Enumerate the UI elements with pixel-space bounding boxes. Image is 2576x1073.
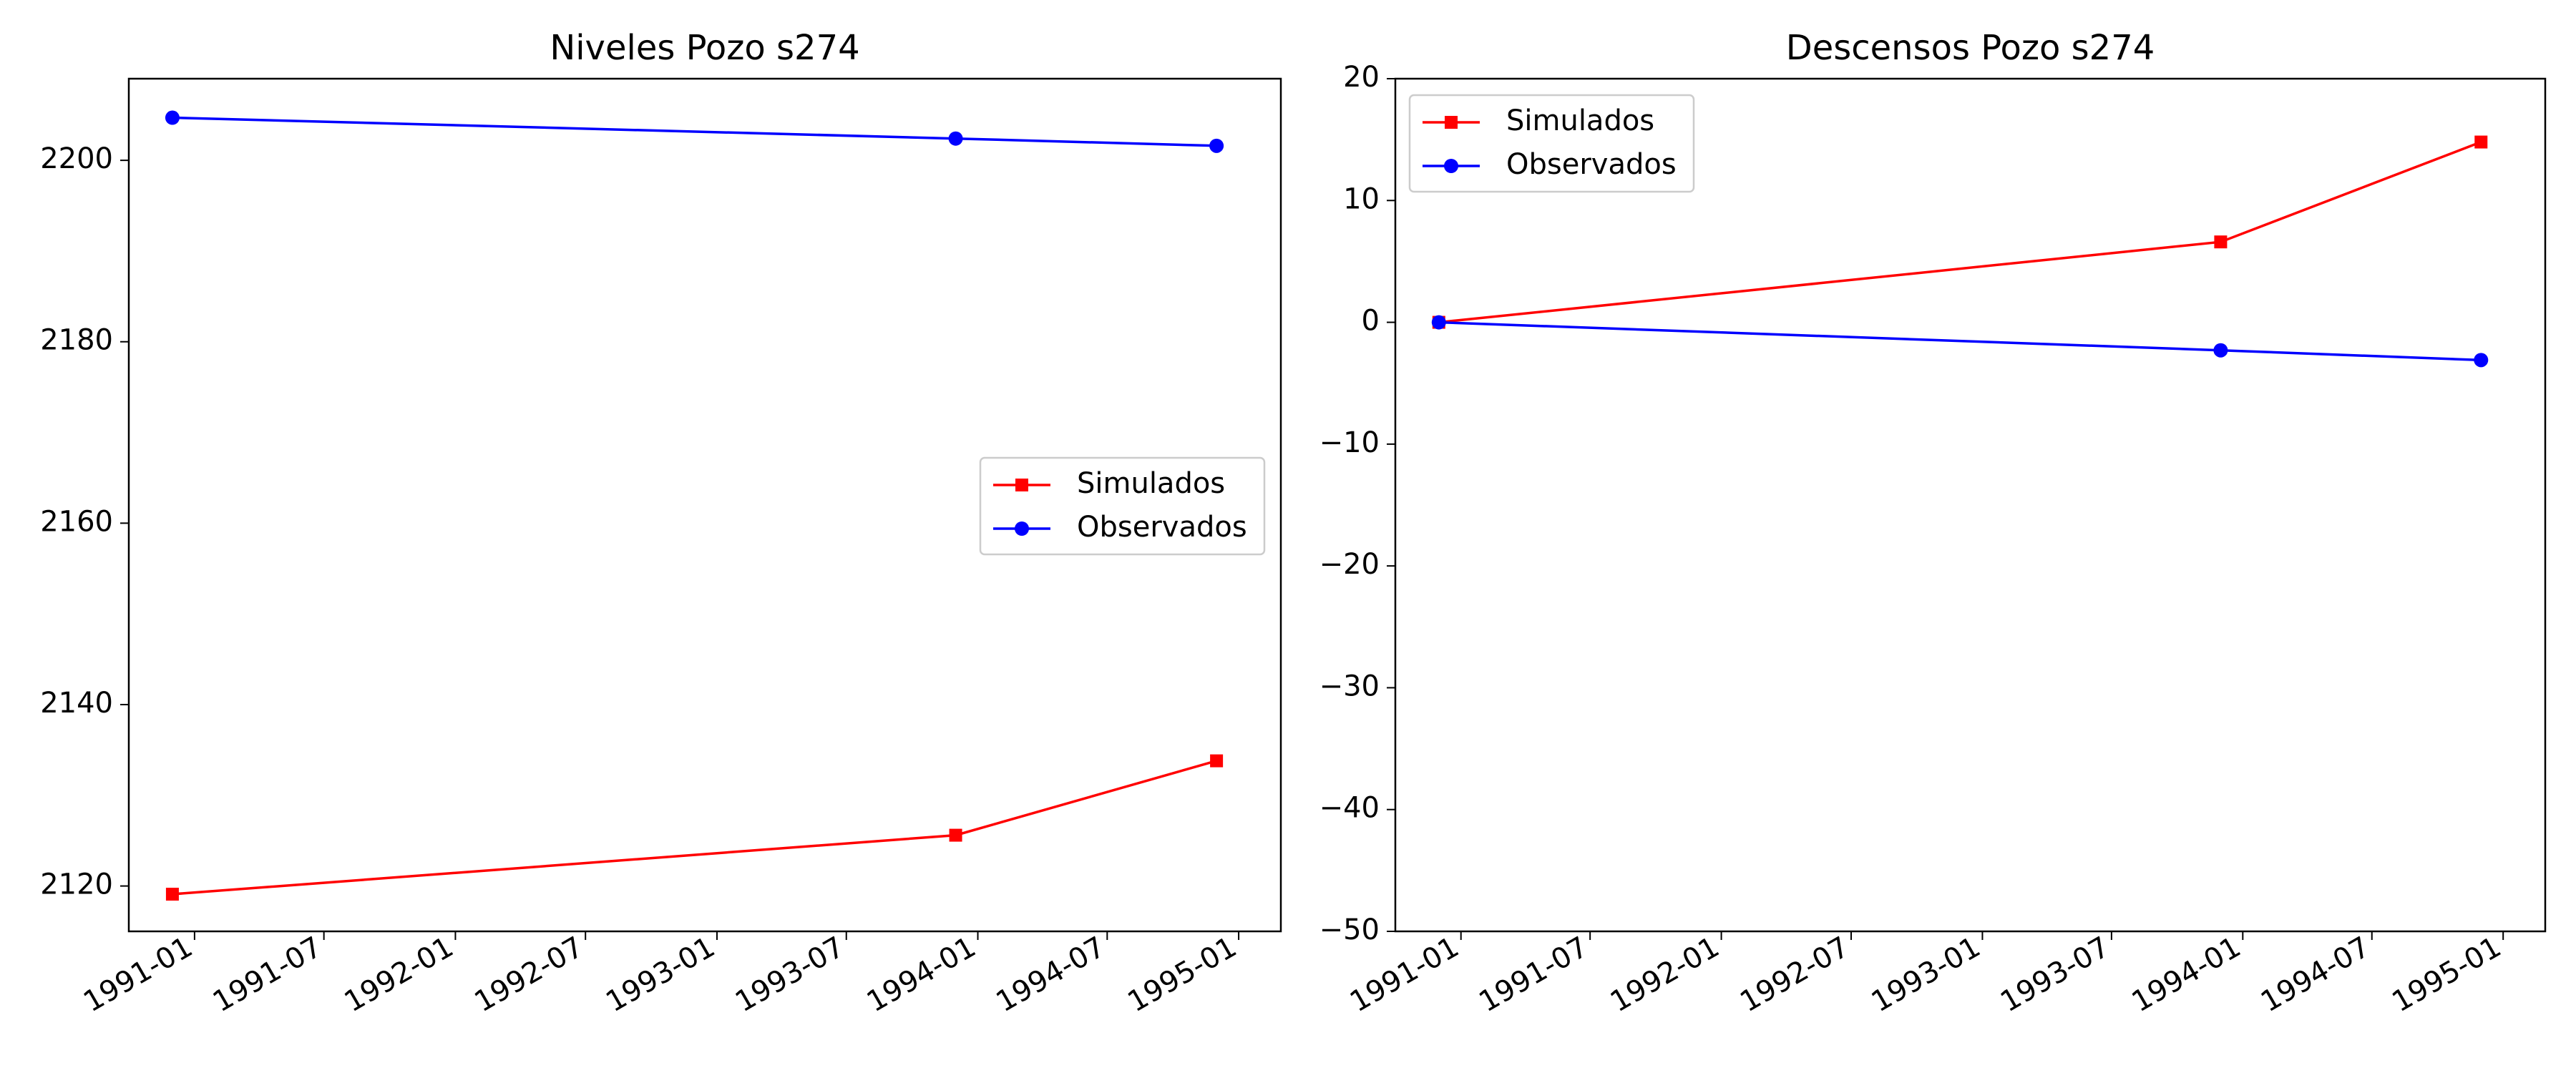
series-observados [165,110,1224,153]
y-tick-label: −50 [1319,913,1380,946]
x-tick-label: 1995-01 [2386,931,2507,1019]
x-tick-label: 1994-07 [991,931,1111,1019]
data-point-circle [2474,353,2489,368]
legend: Simulados Observados [1408,94,1695,193]
legend-label: Observados [1506,148,1677,181]
x-tick-label: 1993-01 [1866,931,1986,1019]
y-tick-label: −10 [1319,426,1380,459]
data-point-circle [1209,138,1224,153]
x-tick-label: 1991-07 [1473,931,1594,1019]
legend: Simulados Observados [979,456,1266,556]
data-point-circle [948,131,963,146]
chart-panel-1: Niveles Pozo s274 2120 2140 2160 2180 2200 199… [40,28,1282,1019]
x-tick-label: 1994-01 [862,931,982,1019]
x-tick-label: 1994-01 [2127,931,2247,1019]
y-tick-label: −20 [1319,548,1380,581]
y-tick-label: 20 [1343,61,1380,94]
data-point-square [1210,754,1224,768]
legend-frame [1408,94,1695,193]
data-point-square [2214,235,2228,249]
data-point-circle [2213,343,2228,358]
plot-frame [1394,77,2547,933]
legend-marker-circle [1015,521,1029,536]
legend-label: Observados [1077,511,1247,544]
legend-label: Simulados [1506,104,1654,137]
legend-marker-square [1015,479,1028,491]
y-tick-label: −30 [1319,670,1380,702]
data-point-square [2474,135,2488,149]
x-tick-label: 1992-01 [1605,931,1725,1019]
y-tick-label: 0 [1362,305,1380,338]
y-tick-label: 10 [1343,182,1380,215]
series-line [1438,320,2482,362]
x-tick-label: 1993-07 [1995,931,2115,1019]
legend-marker-square [1445,116,1458,129]
series-line [172,759,1217,896]
y-tick-label: 2200 [40,142,113,175]
chart-title: Niveles Pozo s274 [550,28,859,68]
x-tick-label: 1992-07 [469,931,589,1019]
legend-frame [979,456,1266,556]
chart-panel-2: Descensos Pozo s274 −50 −40 −30 −20 −10 0 10 20 1… [1319,28,2547,1019]
x-tick-label: 1994-07 [2255,931,2376,1019]
data-point-circle [165,110,180,125]
series-simulados [165,754,1224,901]
x-tick-label: 1991-01 [78,931,198,1019]
y-tick-label: 2140 [40,687,113,720]
chart-title: Descensos Pozo s274 [1786,28,2155,68]
series-observados [1431,315,2489,368]
legend-marker-circle [1444,159,1458,173]
x-tick-label: 1992-01 [339,931,459,1019]
data-point-circle [1431,315,1446,330]
data-point-square [949,828,962,842]
data-point-square [165,888,179,901]
plot-frame [127,77,1282,933]
legend-label: Simulados [1077,467,1225,500]
y-tick-label: 2120 [40,868,113,901]
x-tick-label: 1991-07 [208,931,328,1019]
y-tick-label: 2180 [40,324,113,357]
x-tick-label: 1993-07 [730,931,850,1019]
y-tick-label: 2160 [40,505,113,538]
x-tick-label: 1992-07 [1735,931,1855,1019]
x-tick-label: 1995-01 [1122,931,1242,1019]
y-tick-label: −40 [1319,792,1380,825]
x-tick-label: 1993-01 [600,931,721,1019]
series-line [172,116,1217,147]
